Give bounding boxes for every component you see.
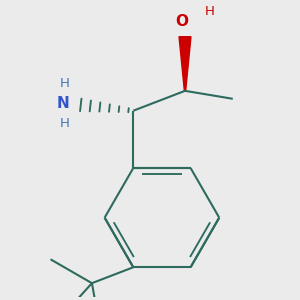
Polygon shape: [179, 37, 191, 91]
Text: H: H: [205, 5, 215, 18]
Text: O: O: [175, 14, 188, 29]
Text: H: H: [60, 77, 70, 90]
Text: N: N: [57, 96, 70, 111]
Text: H: H: [60, 117, 70, 130]
